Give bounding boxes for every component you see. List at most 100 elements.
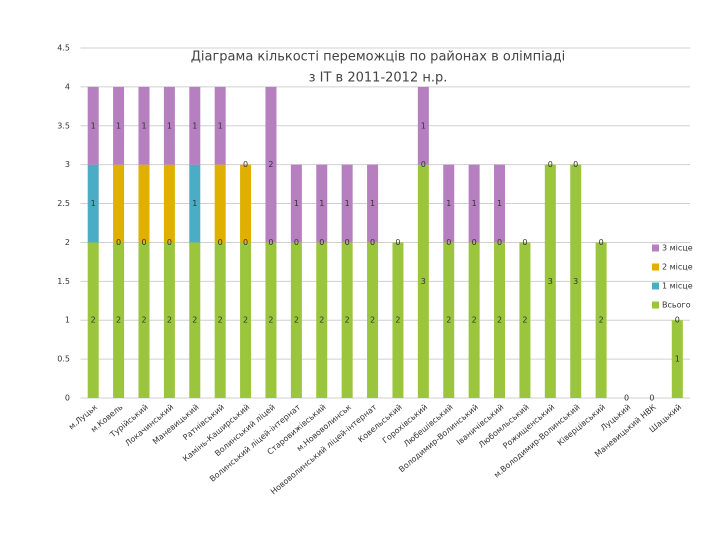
data-label: 0 (446, 238, 451, 247)
bar-segment (240, 242, 252, 398)
data-label: 0 (268, 238, 273, 247)
data-label: 2 (141, 316, 146, 325)
bar-segment (494, 242, 506, 398)
bar-segment (468, 242, 480, 398)
data-label: 1 (446, 199, 451, 208)
data-label: 0 (319, 238, 324, 247)
bar-segment (189, 242, 201, 398)
bar-segment (468, 164, 480, 243)
data-label: 0 (624, 394, 629, 403)
data-label: 1 (218, 121, 223, 130)
bar-segment (316, 242, 328, 398)
data-label: 0 (472, 238, 477, 247)
bar-segment (595, 242, 607, 398)
bar-segment (189, 164, 201, 243)
bar-segment (392, 242, 404, 398)
data-label: 0 (243, 160, 248, 169)
bar-segment (87, 242, 99, 398)
data-label: 2 (370, 316, 375, 325)
data-label: 0 (141, 238, 146, 247)
data-label: 2 (268, 160, 273, 169)
data-label: 2 (116, 316, 121, 325)
data-label: 2 (522, 316, 527, 325)
data-label: 2 (345, 316, 350, 325)
bar-segment (163, 164, 175, 243)
data-label: 1 (370, 199, 375, 208)
data-label: 1 (319, 199, 324, 208)
bar-segment (341, 242, 353, 398)
bar-segment (417, 86, 429, 165)
data-label: 1 (141, 121, 146, 130)
data-label: 1 (91, 121, 96, 130)
bar-segment (290, 242, 302, 398)
data-label: 0 (218, 238, 223, 247)
legend-label: 1 місце (662, 282, 693, 291)
bar-segment (113, 164, 125, 243)
bar-segment (113, 242, 125, 398)
legend-swatch (652, 263, 659, 271)
bar-segment (265, 242, 277, 398)
legend-label: Всього (662, 301, 691, 310)
bar-segment (138, 242, 150, 398)
data-label: 2 (599, 316, 604, 325)
legend-swatch (652, 301, 659, 309)
data-label: 1 (192, 199, 197, 208)
chart-title: Діаграма кількості переможців по районах… (191, 50, 566, 65)
bar-segment (189, 86, 201, 165)
data-label: 2 (218, 316, 223, 325)
bar-segment (214, 164, 226, 243)
bar-segment (138, 164, 150, 243)
bar-segment (671, 320, 683, 398)
bar-segment (341, 164, 353, 243)
data-label: 0 (345, 238, 350, 247)
data-label: 0 (116, 238, 121, 247)
data-label: 1 (472, 199, 477, 208)
bar-segment (138, 86, 150, 165)
y-tick-label: 1 (65, 316, 70, 325)
data-label: 1 (91, 199, 96, 208)
bar-segment (163, 242, 175, 398)
chart-title: з ІТ в 2011-2012 н.р. (309, 71, 448, 86)
y-tick-label: 3 (65, 160, 70, 169)
data-label: 2 (192, 316, 197, 325)
data-label: 0 (243, 238, 248, 247)
data-label: 2 (167, 316, 172, 325)
data-label: 0 (548, 160, 553, 169)
data-label: 0 (395, 238, 400, 247)
bar-segment (417, 164, 429, 398)
data-label: 0 (573, 160, 578, 169)
bar-segment (367, 164, 379, 243)
data-label: 2 (319, 316, 324, 325)
bar-segment (113, 86, 125, 165)
data-label: 2 (294, 316, 299, 325)
y-tick-label: 0.5 (57, 355, 70, 364)
data-label: 3 (573, 277, 578, 286)
data-label: 0 (675, 316, 680, 325)
bar-segment (544, 164, 556, 398)
data-label: 0 (649, 394, 654, 403)
legend-label: 3 місце (662, 244, 693, 253)
data-label: 2 (497, 316, 502, 325)
data-label: 2 (472, 316, 477, 325)
data-label: 2 (243, 316, 248, 325)
data-label: 1 (116, 121, 121, 130)
y-tick-label: 2 (65, 238, 70, 247)
y-tick-label: 1.5 (57, 277, 70, 286)
data-label: 1 (675, 355, 680, 364)
data-label: 3 (548, 277, 553, 286)
bar-segment (163, 86, 175, 165)
bar-segment (290, 164, 302, 243)
data-label: 1 (167, 121, 172, 130)
legend-label: 2 місце (662, 263, 693, 272)
bar-segment (519, 242, 531, 398)
y-tick-label: 0 (65, 394, 70, 403)
data-label: 0 (497, 238, 502, 247)
bar-segment (316, 164, 328, 243)
data-label: 2 (91, 316, 96, 325)
bar-segment (214, 86, 226, 165)
y-tick-label: 2.5 (57, 199, 70, 208)
bar-segment (265, 86, 277, 243)
bar-segment (494, 164, 506, 243)
data-label: 1 (192, 121, 197, 130)
